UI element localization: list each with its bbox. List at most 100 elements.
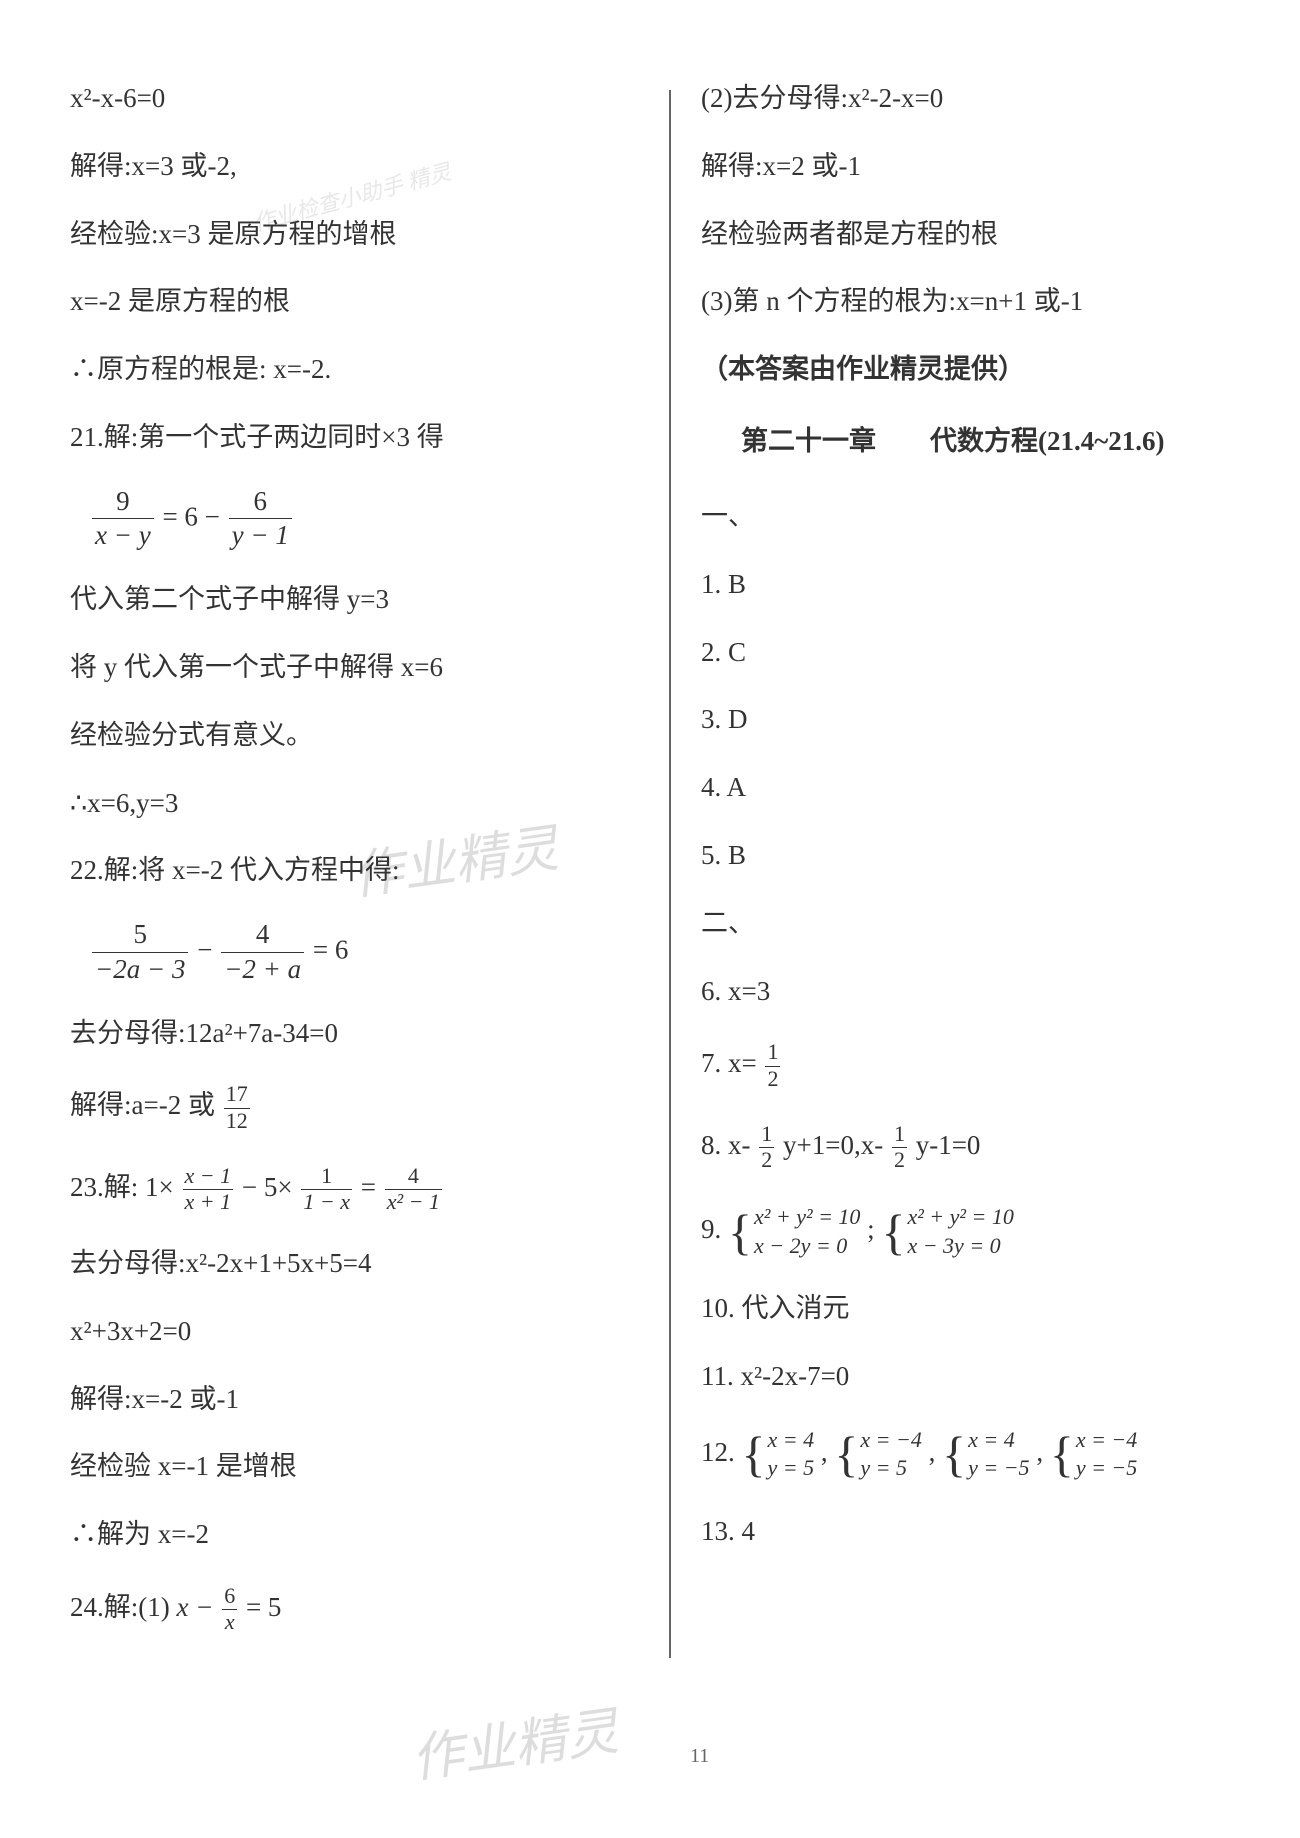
text-line: 21.解:第一个式子两边同时×3 得: [70, 419, 639, 457]
separator: ,: [929, 1437, 936, 1467]
brace-icon: {: [742, 1434, 766, 1474]
frac-num: 4: [385, 1164, 442, 1190]
system-row: x = −4: [1076, 1426, 1137, 1455]
system-row: y = 5: [768, 1454, 815, 1483]
frac-den: −2 + a: [221, 953, 304, 985]
frac-num: 1: [301, 1164, 352, 1190]
text-line: ∴x=6,y=3: [70, 785, 639, 823]
frac-num: 1: [765, 1040, 780, 1066]
system-row: y = −5: [1076, 1454, 1137, 1483]
system-row: x² + y² = 10: [907, 1203, 1013, 1232]
system-row: x² + y² = 10: [754, 1203, 860, 1232]
system-row: x = 4: [968, 1426, 1029, 1455]
answer-line: 8. x- 12 y+1=0,x- 12 y-1=0: [701, 1122, 1270, 1173]
text-line: 22.解:将 x=-2 代入方程中得:: [70, 852, 639, 890]
equation-system: { x = −4 y = 5: [834, 1426, 921, 1483]
formula-line: 23.解: 1× x − 1x + 1 − 5× 11 − x = 4x² − …: [70, 1164, 639, 1215]
text-line: ∴原方程的根是: x=-2.: [70, 351, 639, 389]
frac-num: 17: [224, 1082, 250, 1108]
text-span: y-1=0: [916, 1130, 981, 1160]
page-number: 11: [690, 1745, 709, 1768]
equation-system: { x = −4 y = −5: [1050, 1426, 1137, 1483]
frac-den: 12: [224, 1109, 250, 1134]
equation-system: { x² + y² = 10 x − 3y = 0: [881, 1203, 1013, 1260]
math-op: = 6 −: [162, 501, 219, 531]
frac-den: 2: [892, 1148, 907, 1173]
frac-den: x + 1: [183, 1190, 234, 1215]
answer-line: 5. B: [701, 837, 1270, 875]
answer-line: 2. C: [701, 634, 1270, 672]
answer-line: 13. 4: [701, 1513, 1270, 1551]
frac-num: 1: [892, 1122, 907, 1148]
frac-num: x − 1: [183, 1164, 234, 1190]
text-line: 解得:x=2 或-1: [701, 148, 1270, 186]
page-container: x²-x-6=0 解得:x=3 或-2, 经检验:x=3 是原方程的增根 x=-…: [0, 0, 1300, 1838]
frac-num: 4: [221, 920, 304, 953]
brace-icon: {: [728, 1212, 752, 1252]
system-row: y = 5: [860, 1454, 921, 1483]
text-line: 经检验两者都是方程的根: [701, 216, 1270, 254]
answer-line: 10. 代入消元: [701, 1290, 1270, 1328]
text-line: 去分母得:x²-2x+1+5x+5=4: [70, 1245, 639, 1283]
text-line: 解得:x=3 或-2,: [70, 148, 639, 186]
right-column: (2)去分母得:x²-2-x=0 解得:x=2 或-1 经检验两者都是方程的根 …: [671, 80, 1270, 1778]
text-line: 去分母得:12a²+7a-34=0: [70, 1015, 639, 1053]
text-line: x=-2 是原方程的根: [70, 283, 639, 321]
frac-den: y − 1: [229, 519, 292, 551]
text-span: 12.: [701, 1437, 742, 1467]
math-coef: 1×: [145, 1172, 174, 1202]
text-line: 解得:x=-2 或-1: [70, 1381, 639, 1419]
formula-line: 9x − y = 6 − 6y − 1: [70, 487, 639, 551]
answer-line: 4. A: [701, 769, 1270, 807]
math-op: − 5×: [242, 1172, 293, 1202]
frac-num: 5: [92, 920, 188, 953]
answer-line: 6. x=3: [701, 973, 1270, 1011]
chapter-title: 第二十一章 代数方程(21.4~21.6): [701, 419, 1270, 458]
text-span: 23.解:: [70, 1172, 138, 1202]
frac-num: 6: [229, 487, 292, 520]
text-span: 9.: [701, 1214, 728, 1244]
frac-den: 2: [765, 1067, 780, 1092]
text-line: x²-x-6=0: [70, 80, 639, 118]
equation-system: { x = 4 y = −5: [942, 1426, 1029, 1483]
text-line: 将 y 代入第一个式子中解得 x=6: [70, 649, 639, 687]
brace-icon: {: [942, 1434, 966, 1474]
left-column: x²-x-6=0 解得:x=3 或-2, 经检验:x=3 是原方程的增根 x=-…: [70, 80, 669, 1778]
frac-num: 6: [222, 1584, 237, 1610]
frac-num: 1: [759, 1122, 774, 1148]
frac-den: x² − 1: [385, 1190, 442, 1215]
credit-line: （本答案由作业精灵提供）: [701, 351, 1270, 389]
frac-den: −2a − 3: [92, 953, 188, 985]
text-line: 经检验 x=-1 是增根: [70, 1448, 639, 1486]
system-row: x − 3y = 0: [907, 1232, 1013, 1261]
section-header: 二、: [701, 905, 1270, 943]
frac-den: 2: [759, 1148, 774, 1173]
text-span: y+1=0,x-: [783, 1130, 883, 1160]
answer-line: 3. D: [701, 701, 1270, 739]
text-line: (3)第 n 个方程的根为:x=n+1 或-1: [701, 283, 1270, 321]
separator: ;: [867, 1214, 875, 1244]
text-line: 经检验:x=3 是原方程的增根: [70, 216, 639, 254]
brace-icon: {: [834, 1434, 858, 1474]
answer-line: 11. x²-2x-7=0: [701, 1358, 1270, 1396]
answer-line: 9. { x² + y² = 10 x − 2y = 0 ; { x² + y²…: [701, 1203, 1270, 1260]
formula-line: 5−2a − 3 − 4−2 + a = 6: [70, 920, 639, 984]
text-line: ∴解为 x=-2: [70, 1516, 639, 1554]
text-span: 解得:a=-2 或: [70, 1090, 215, 1120]
text-span: 24.解:(1): [70, 1592, 176, 1622]
math-eq: = 6: [313, 935, 348, 965]
text-line: 24.解:(1) x − 6x = 5: [70, 1584, 639, 1635]
brace-icon: {: [1050, 1434, 1074, 1474]
frac-num: 9: [92, 487, 154, 520]
text-line: (2)去分母得:x²-2-x=0: [701, 80, 1270, 118]
equation-system: { x² + y² = 10 x − 2y = 0: [728, 1203, 860, 1260]
answer-line: 7. x= 12: [701, 1040, 1270, 1091]
math-op: −: [197, 935, 212, 965]
text-line: x²+3x+2=0: [70, 1313, 639, 1351]
frac-den: 1 − x: [301, 1190, 352, 1215]
brace-icon: {: [881, 1212, 905, 1252]
text-line: 代入第二个式子中解得 y=3: [70, 581, 639, 619]
equation-system: { x = 4 y = 5: [742, 1426, 815, 1483]
system-row: y = −5: [968, 1454, 1029, 1483]
system-row: x = −4: [860, 1426, 921, 1455]
